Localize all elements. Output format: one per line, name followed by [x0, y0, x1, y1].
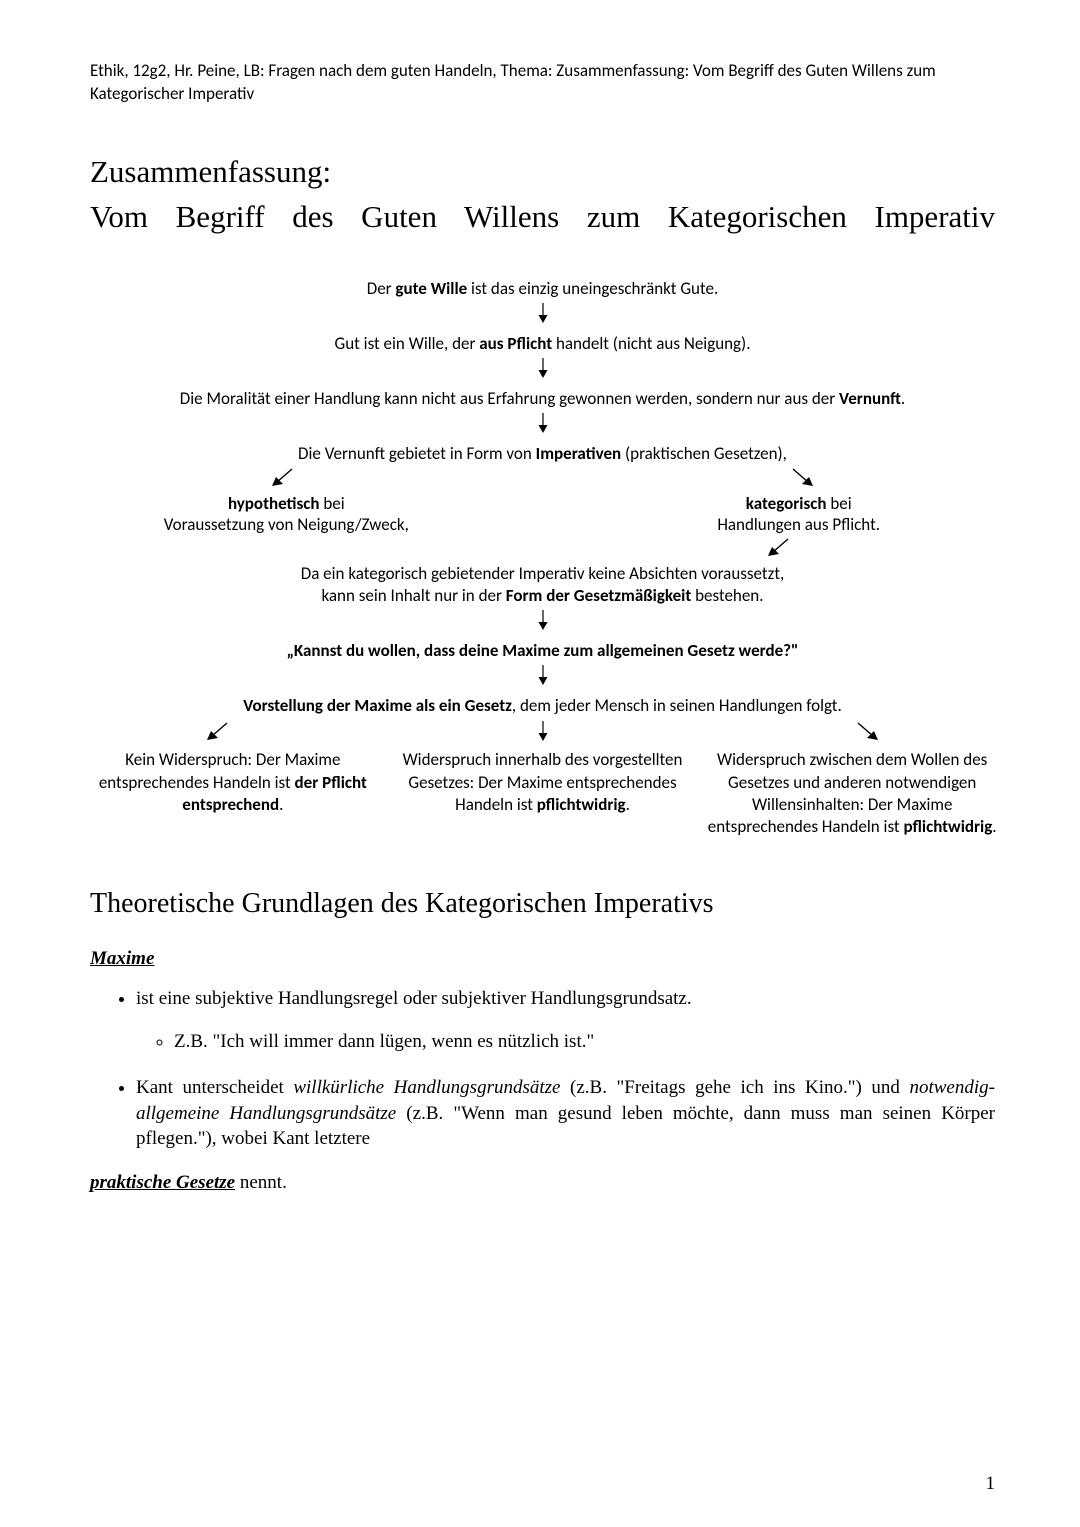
fc-branch-right: kategorisch bei Handlungen aus Pflicht. [597, 493, 1000, 535]
fc-merge-arrow [85, 535, 1000, 561]
arrow-down-icon [85, 609, 1000, 638]
arrow-down-right-icon [791, 467, 815, 492]
fc-conclusion-row: Kein Widerspruch: Der Maxime entsprechen… [85, 749, 1000, 837]
title-line-2: Vom Begriff des Guten Willens zum Katego… [90, 196, 995, 238]
list-item: Kant unterscheidet willkürliche Handlung… [136, 1075, 995, 1152]
fc-node-1: Der gute Wille ist das einzig uneingesch… [85, 276, 1000, 302]
document-page: Ethik, 12g2, Hr. Peine, LB: Fragen nach … [0, 0, 1080, 1527]
fc-conc-2: Widerspruch innerhalb des vorgestellten … [395, 749, 691, 837]
arrow-down-right-icon [856, 721, 880, 746]
fc-branch-left: hypothetisch bei Voraussetzung von Neigu… [85, 493, 488, 535]
term-praktische-gesetze-line: praktische Gesetze nennt. [90, 1172, 995, 1194]
title-block: Zusammenfassung: Vom Begriff des Guten W… [90, 154, 995, 238]
list-item: Z.B. "Ich will immer dann lügen, wenn es… [174, 1029, 995, 1055]
fc-node-4: Die Vernunft gebietet in Form von Impera… [85, 441, 1000, 467]
fc-node-2: Gut ist ein Wille, der aus Pflicht hande… [85, 331, 1000, 357]
arrow-down-icon [85, 412, 1000, 441]
page-number: 1 [986, 1473, 996, 1495]
term-maxime: Maxime [90, 948, 995, 970]
fc-node-7: Vorstellung der Maxime als ein Gesetz, d… [85, 693, 1000, 719]
flowchart: Der gute Wille ist das einzig uneingesch… [85, 266, 1000, 838]
fc-conc-1: Kein Widerspruch: Der Maxime entsprechen… [85, 749, 381, 837]
page-header: Ethik, 12g2, Hr. Peine, LB: Fragen nach … [90, 60, 995, 106]
fc-node-3: Die Moralität einer Handlung kann nicht … [85, 386, 1000, 412]
fc-branch-row: hypothetisch bei Voraussetzung von Neigu… [85, 493, 1000, 535]
list-item: ist eine subjektive Handlungsregel oder … [136, 986, 995, 1055]
fc-conc-3: Widerspruch zwischen dem Wollen des Gese… [704, 749, 1000, 837]
section-heading: Theoretische Grundlagen des Kategorische… [90, 888, 995, 920]
arrow-down-left-icon [766, 537, 790, 562]
arrow-down-left-icon [270, 467, 294, 492]
sub-list: Z.B. "Ich will immer dann lügen, wenn es… [136, 1029, 995, 1055]
term-praktische-gesetze: praktische Gesetze [90, 1172, 235, 1193]
arrow-down-icon [534, 721, 552, 746]
arrow-down-icon [85, 664, 1000, 693]
fc-node-6: „Kannst du wollen, dass deine Maxime zum… [85, 638, 1000, 664]
fc-trisplit-arrows [85, 719, 1000, 749]
title-line-1: Zusammenfassung: [90, 154, 995, 190]
arrow-down-icon [85, 302, 1000, 331]
arrow-down-left-icon [205, 721, 229, 746]
bullet-list: ist eine subjektive Handlungsregel oder … [90, 986, 995, 1152]
arrow-down-icon [85, 357, 1000, 386]
fc-node-5: Da ein kategorisch gebietender Imperativ… [85, 561, 1000, 609]
fc-split-arrows [85, 467, 1000, 493]
